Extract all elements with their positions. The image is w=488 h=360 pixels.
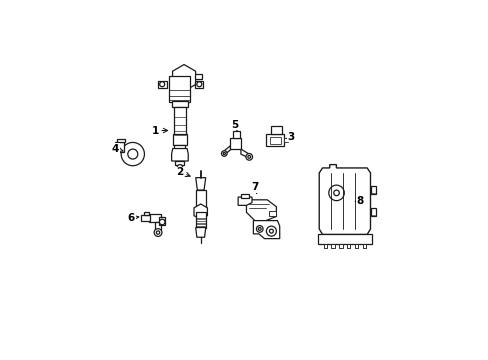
Bar — [174, 145, 185, 149]
Polygon shape — [172, 64, 195, 91]
Bar — [149, 214, 161, 222]
Bar — [268, 211, 276, 216]
Bar — [354, 244, 358, 248]
Circle shape — [154, 229, 162, 237]
Bar — [362, 244, 366, 248]
Text: 4: 4 — [112, 144, 122, 153]
Circle shape — [221, 151, 226, 156]
Bar — [144, 212, 149, 215]
Bar — [269, 136, 281, 144]
Polygon shape — [115, 143, 123, 152]
Bar — [230, 138, 241, 149]
Bar — [175, 161, 184, 165]
Circle shape — [266, 226, 276, 236]
Bar — [346, 244, 350, 248]
Circle shape — [245, 153, 252, 160]
Bar — [331, 244, 334, 248]
Polygon shape — [224, 146, 230, 155]
Text: 2: 2 — [176, 167, 190, 177]
Bar — [172, 134, 187, 145]
Bar — [323, 244, 326, 248]
Polygon shape — [319, 165, 370, 234]
Polygon shape — [253, 221, 279, 239]
Circle shape — [121, 143, 144, 166]
Circle shape — [156, 231, 160, 234]
Bar — [241, 194, 248, 198]
Bar — [169, 76, 190, 102]
Text: 5: 5 — [231, 120, 238, 131]
Polygon shape — [194, 204, 207, 220]
Bar — [171, 102, 188, 107]
Text: 3: 3 — [286, 132, 294, 142]
Circle shape — [247, 156, 250, 158]
Circle shape — [160, 82, 164, 87]
Bar — [141, 215, 150, 221]
Polygon shape — [238, 197, 251, 205]
Bar — [266, 134, 284, 146]
Polygon shape — [195, 228, 205, 237]
Bar — [317, 234, 371, 244]
Bar — [370, 186, 375, 194]
Bar — [117, 139, 125, 143]
Polygon shape — [195, 81, 203, 87]
Circle shape — [256, 226, 263, 232]
Circle shape — [223, 152, 225, 155]
Bar — [370, 208, 375, 216]
Circle shape — [328, 185, 344, 201]
Polygon shape — [171, 149, 188, 161]
Bar — [195, 74, 202, 79]
Text: 8: 8 — [355, 196, 363, 206]
Bar — [155, 222, 161, 230]
Text: 7: 7 — [250, 183, 258, 193]
Bar — [339, 244, 342, 248]
Circle shape — [197, 82, 202, 87]
Circle shape — [258, 228, 261, 230]
Bar — [195, 190, 205, 207]
Circle shape — [177, 165, 183, 170]
Text: 6: 6 — [127, 213, 139, 223]
Circle shape — [127, 149, 138, 159]
Polygon shape — [246, 200, 276, 221]
Text: 1: 1 — [151, 126, 167, 135]
Bar — [284, 138, 287, 143]
Circle shape — [269, 229, 273, 233]
Polygon shape — [158, 81, 166, 87]
Bar — [233, 131, 240, 138]
Bar — [159, 217, 165, 225]
Bar — [173, 107, 185, 135]
Bar — [271, 126, 282, 134]
Polygon shape — [195, 177, 205, 190]
Polygon shape — [241, 149, 249, 158]
Circle shape — [333, 190, 339, 195]
Bar — [195, 212, 205, 228]
Circle shape — [159, 219, 164, 225]
